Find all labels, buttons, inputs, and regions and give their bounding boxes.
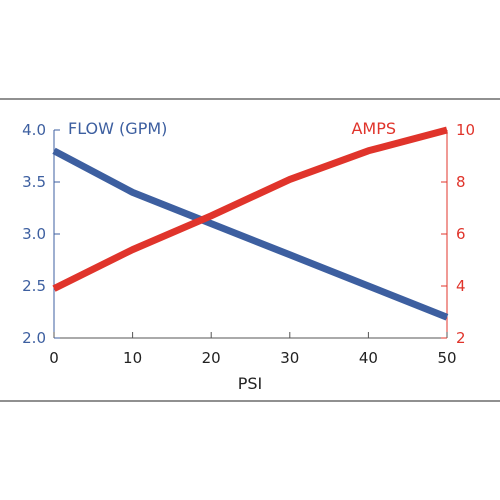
x-tick-label: 20 xyxy=(202,349,221,367)
series-label-amps: AMPS xyxy=(351,119,396,138)
x-tick-label: 0 xyxy=(49,349,59,367)
series-label-flow: FLOW (GPM) xyxy=(68,119,167,138)
x-tick-label: 40 xyxy=(359,349,378,367)
y-left-tick-label: 2.5 xyxy=(22,277,46,295)
y-right-tick-label: 6 xyxy=(456,225,466,243)
y-left-tick-label: 4.0 xyxy=(22,121,46,139)
y-left-ticks: 2.0 2.5 3.0 3.5 4.0 xyxy=(22,121,60,347)
series-lines xyxy=(52,126,449,321)
x-tick-label: 10 xyxy=(123,349,142,367)
y-right-tick-label: 10 xyxy=(456,121,475,139)
x-ticks: 0 10 20 30 40 50 xyxy=(49,332,457,367)
y-right-ticks: 2 4 6 8 10 xyxy=(441,121,475,347)
y-left-tick-label: 2.0 xyxy=(22,329,46,347)
y-left-tick-label: 3.5 xyxy=(22,173,46,191)
x-axis-label: PSI xyxy=(238,374,263,393)
y-right-tick-label: 4 xyxy=(456,277,466,295)
series-line-flow xyxy=(52,147,449,321)
x-tick-label: 30 xyxy=(280,349,299,367)
series-line-amps xyxy=(52,126,448,292)
y-right-tick-label: 2 xyxy=(456,329,466,347)
y-right-tick-label: 8 xyxy=(456,173,466,191)
x-tick-label: 50 xyxy=(437,349,456,367)
y-left-tick-label: 3.0 xyxy=(22,225,46,243)
